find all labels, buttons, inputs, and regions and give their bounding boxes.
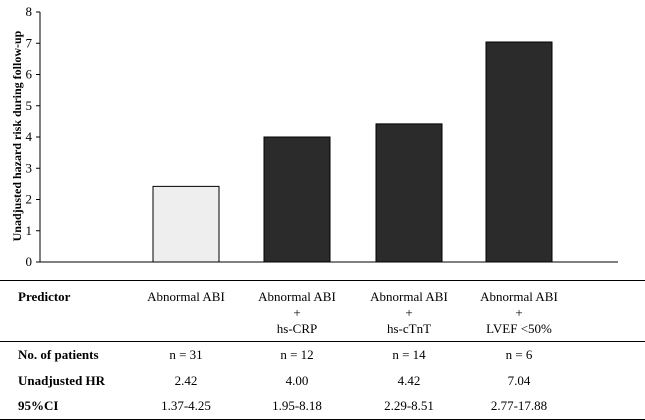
table-cell: n = 14 [392,347,426,362]
bar-2 [263,136,331,263]
table-cell: 2.77-17.88 [490,398,548,413]
table-cell: n = 12 [280,347,314,362]
table-cell: 7.04 [507,373,531,388]
table-cell: 1.95-8.18 [272,398,322,413]
y-tick-label: 3 [26,160,33,175]
bar-1 [152,185,220,263]
predictor-line: Abnormal ABI [480,289,558,304]
y-axis: 0 1 2 3 4 5 6 7 8 [26,4,40,269]
y-tick-label: 4 [26,129,33,144]
row-label: No. of patients [18,347,99,362]
bars [152,41,553,263]
predictor-cell: Abnormal ABI + hs-CRP [237,289,357,337]
predictor-line: Abnormal ABI [370,289,448,304]
row-label: 95%CI [18,398,59,413]
y-tick-label: 6 [26,67,33,82]
y-axis-label: Unadjusted hazard risk during follow-up [10,30,24,241]
table-top-rule [0,280,645,281]
bar-chart: Unadjusted hazard risk during follow-up … [10,4,618,269]
predictor-line: Abnormal ABI [147,289,225,304]
predictor-line: hs-CRP [276,321,318,336]
table-cell: 2.29-8.51 [384,398,434,413]
y-tick-label: 2 [26,192,33,207]
predictor-cell: Abnormal ABI + hs-cTnT [349,289,469,337]
predictor-line: LVEF <50% [486,321,552,336]
predictor-line: Abnormal ABI [258,289,336,304]
predictor-line: + [405,305,413,320]
bar-4 [485,41,553,263]
y-tick-label: 5 [26,98,33,113]
predictor-line: + [515,305,523,320]
y-tick-label: 0 [26,254,33,269]
predictor-line: hs-cTnT [386,321,432,336]
table-cell: 1.37-4.25 [161,398,211,413]
predictor-line: + [293,305,301,320]
table-header-rule [0,341,645,342]
predictor-cell: Abnormal ABI + LVEF <50% [459,289,579,337]
row-label: Unadjusted HR [18,373,106,388]
table-cell: n = 6 [505,347,533,362]
table-cell: 4.42 [397,373,421,388]
table-cell: 4.00 [285,373,309,388]
table-cell: n = 31 [169,347,203,362]
predictor-cell: Abnormal ABI [126,289,246,305]
predictor-table: Predictor Abnormal ABI Abnormal ABI + hs-CR… [0,280,645,420]
predictor-header: Predictor [18,289,71,304]
bar-3 [375,123,443,263]
y-tick-label: 8 [26,4,33,19]
table-cell: 2.42 [174,373,198,388]
y-tick-label: 7 [26,35,33,50]
y-tick-label: 1 [26,223,33,238]
